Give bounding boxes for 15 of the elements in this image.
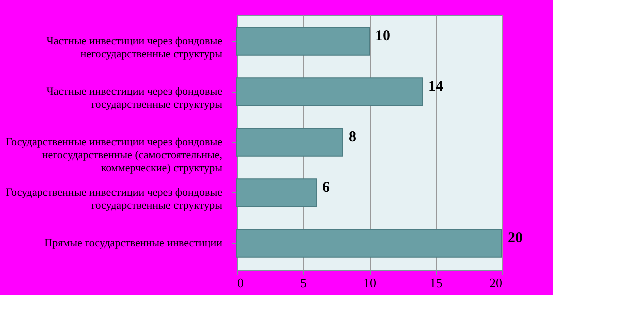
x-tick-label: 15 — [430, 276, 443, 290]
y-tick-label: Государственные инвестиции через фондовые негосударственные (самостоятельные, коммерческие) структуры — [6, 136, 224, 174]
data-label: 20 — [508, 230, 523, 246]
y-tick-label: Прямые государственные инвестиции — [44, 237, 223, 250]
y-tick-label: Частные инвестиции через фондовые государственные структуры — [46, 86, 224, 112]
data-label: 14 — [428, 79, 444, 96]
data-label: 6 — [322, 180, 330, 196]
x-tick-label: 5 — [300, 276, 307, 290]
x-tick-label: 0 — [238, 276, 244, 290]
data-label: 10 — [376, 28, 390, 45]
y-tick-label: Частные инвестиции через фондовые негосударственные структуры — [46, 36, 224, 61]
x-tick-label: 10 — [364, 276, 376, 290]
data-label: 8 — [349, 130, 356, 146]
x-tick-label: 20 — [490, 276, 502, 290]
y-tick-label: Государственные инвестиции через фондовые государственные структуры — [6, 186, 224, 212]
